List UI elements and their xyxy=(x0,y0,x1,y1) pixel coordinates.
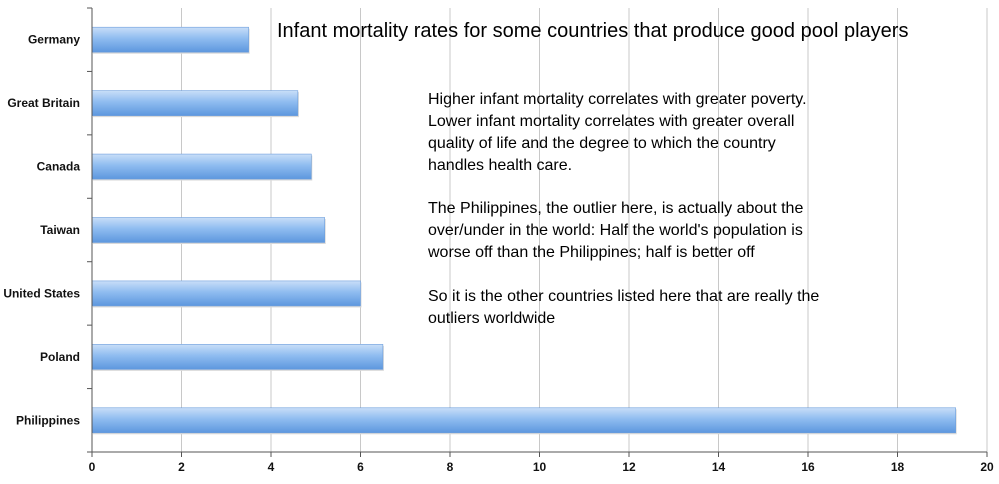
annotation-line: handles health care. xyxy=(428,157,573,174)
x-tick-label: 6 xyxy=(357,460,364,474)
annotation-line: The Philippines, the outlier here, is ac… xyxy=(428,200,804,217)
category-label: Taiwan xyxy=(40,223,80,237)
bar xyxy=(91,407,956,434)
annotation-line: Lower infant mortality correlates with g… xyxy=(428,113,795,130)
bar xyxy=(91,153,312,180)
bar xyxy=(91,217,325,243)
annotation-line: worse off than the Philippines; half is … xyxy=(428,244,755,261)
x-tick-label: 0 xyxy=(89,460,96,474)
annotation-line: outliers worldwide xyxy=(428,310,556,327)
category-label: Canada xyxy=(37,160,81,174)
annotation-line: over/under in the world: Half the world'… xyxy=(428,222,803,239)
category-label: Great Britain xyxy=(7,96,80,110)
gridlines xyxy=(181,8,988,452)
x-tick-label: 20 xyxy=(980,460,994,474)
category-label: Philippines xyxy=(16,413,80,427)
x-tick-label: 12 xyxy=(622,460,636,474)
bar xyxy=(91,280,361,307)
x-tick-label: 16 xyxy=(801,460,815,474)
x-tick-label: 8 xyxy=(447,460,454,474)
annotation-line: quality of life and the degree to which … xyxy=(428,135,776,152)
x-tick-label: 4 xyxy=(268,460,275,474)
x-tick-label: 10 xyxy=(533,460,547,474)
annotation-line: Higher infant mortality correlates with … xyxy=(428,91,807,108)
chart-title: Infant mortality rates for some countrie… xyxy=(277,20,909,42)
category-labels: Germany Great Britain Canada Taiwan United S… xyxy=(3,33,80,428)
bar xyxy=(91,90,299,116)
x-tick-label: 14 xyxy=(712,460,726,474)
category-label: United States xyxy=(3,286,80,300)
annotation-para3: So it is the other countries listed here… xyxy=(428,286,868,330)
annotation-line: So it is the other countries listed here… xyxy=(428,288,820,305)
category-label: Germany xyxy=(28,33,80,47)
annotation-para2: The Philippines, the outlier here, is ac… xyxy=(428,198,868,264)
x-tick-label: 18 xyxy=(891,460,905,474)
x-tick-label: 2 xyxy=(178,460,185,474)
annotation-para1: Higher infant mortality correlates with … xyxy=(428,89,868,177)
bars xyxy=(91,26,957,435)
category-label: Poland xyxy=(40,350,80,364)
axes xyxy=(87,7,988,457)
bar xyxy=(91,344,384,370)
bar xyxy=(91,26,249,53)
tick-labels: 0 2 4 6 8 10 12 14 16 18 20 xyxy=(89,460,994,474)
